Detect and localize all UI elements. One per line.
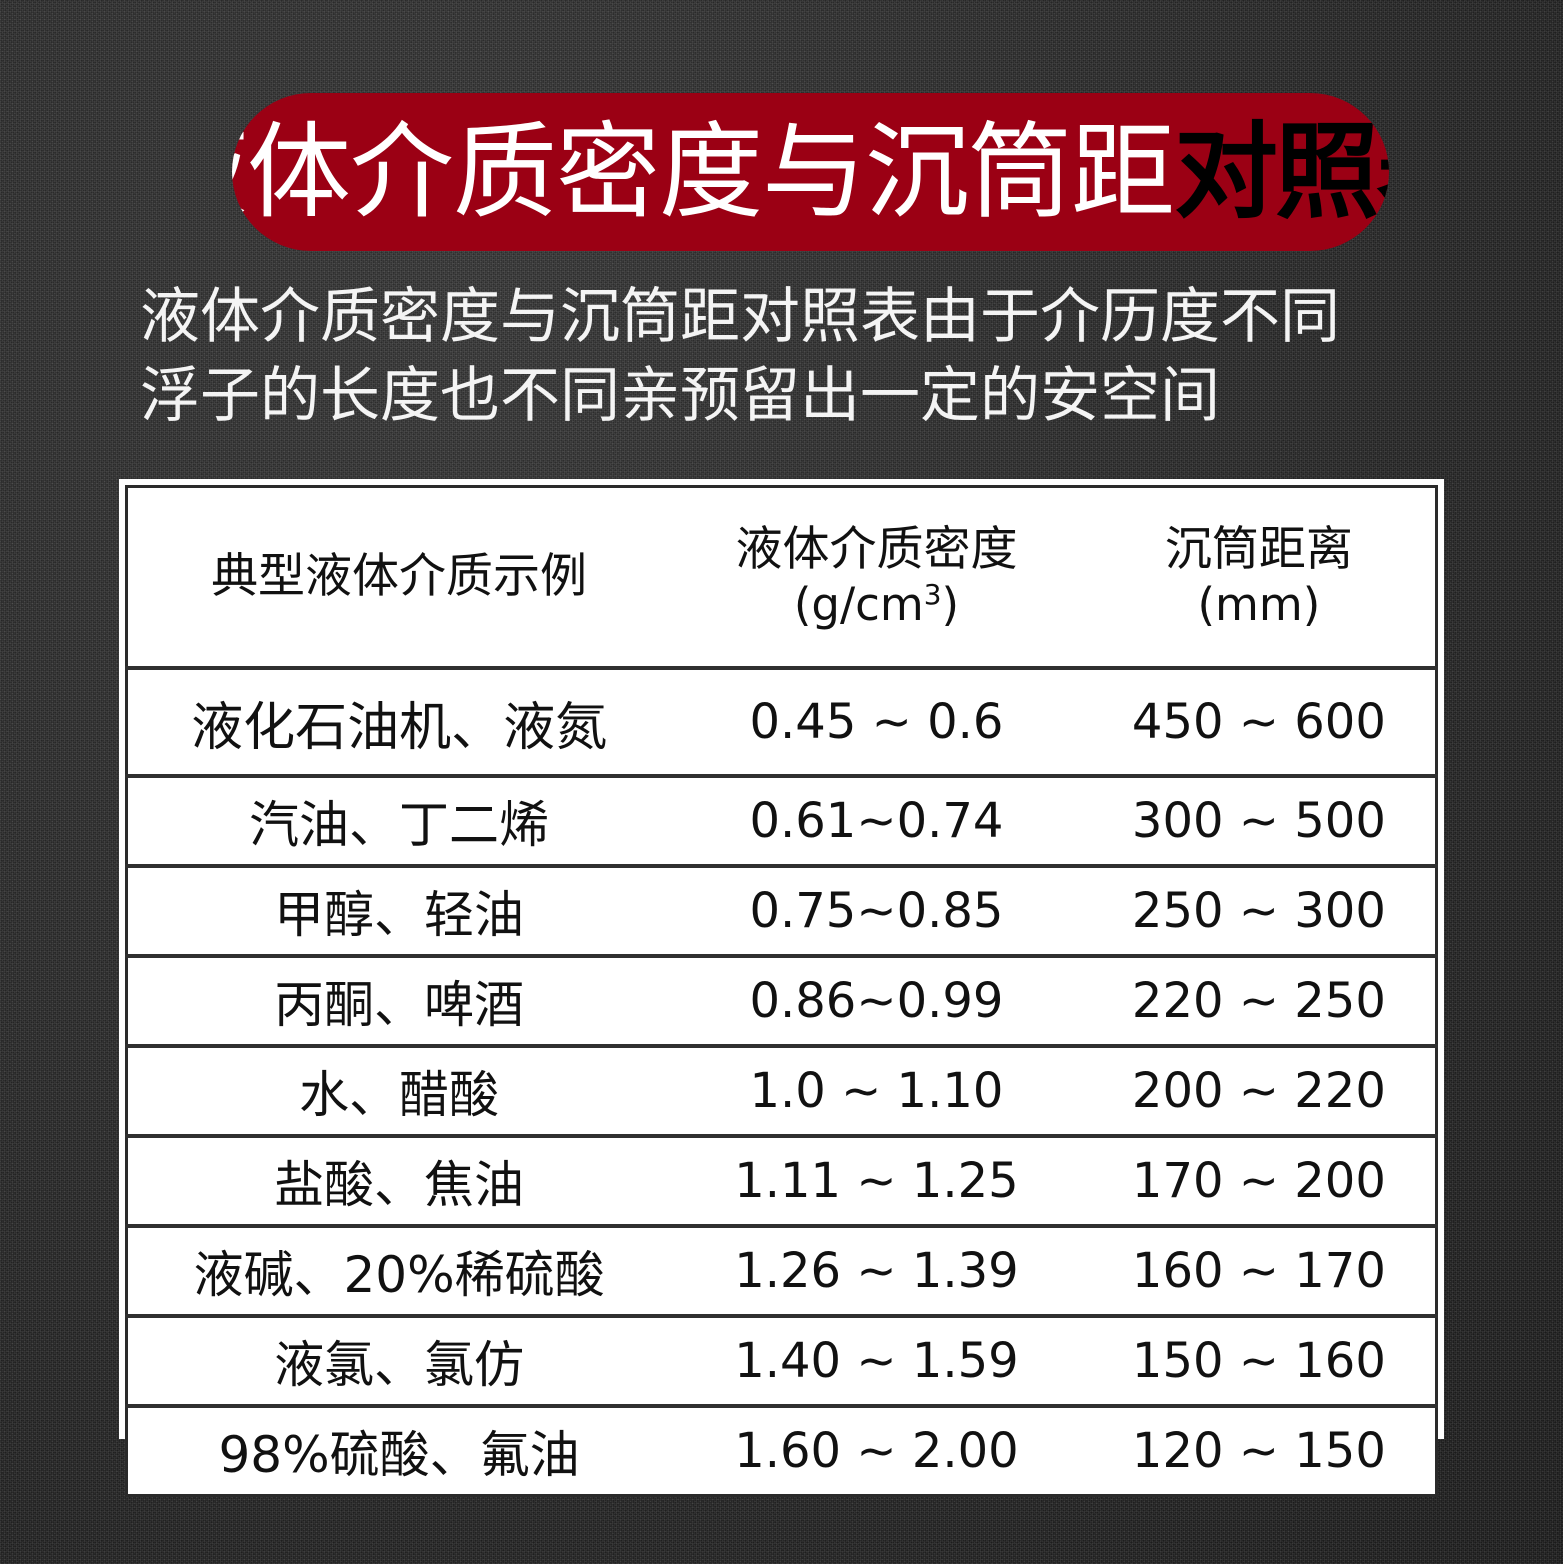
- table-body: 液化石油机、液氮 0.45 ~ 0.6 450 ~ 600 汽油、丁二烯 0.61~0.…: [126, 668, 1437, 1496]
- cell-density: 1.0 ~ 1.10: [670, 1046, 1083, 1138]
- cell-density: 1.26 ~ 1.39: [670, 1226, 1083, 1318]
- cell-density: 1.40 ~ 1.59: [670, 1316, 1083, 1408]
- density-distance-table: 典型液体介质示例 液体介质密度 (g/cm3) 沉筒距离 (mm) 液化石油机、…: [125, 485, 1438, 1497]
- table-row: 液氯、氯仿 1.40 ~ 1.59 150 ~ 160: [126, 1316, 1437, 1408]
- table-row: 丙酮、啤酒 0.86~0.99 220 ~ 250: [126, 956, 1437, 1048]
- cell-distance: 450 ~ 600: [1082, 668, 1437, 778]
- cell-density: 1.11 ~ 1.25: [670, 1136, 1083, 1228]
- table-row: 液碱、20%稀硫酸 1.26 ~ 1.39 160 ~ 170: [126, 1226, 1437, 1318]
- column-header-distance: 沉筒距离 (mm): [1082, 486, 1437, 670]
- table-row: 液化石油机、液氮 0.45 ~ 0.6 450 ~ 600: [126, 668, 1437, 778]
- table-header: 典型液体介质示例 液体介质密度 (g/cm3) 沉筒距离 (mm): [126, 486, 1437, 670]
- title-banner: 液体介质密度与沉筒距对照表: [232, 93, 1389, 251]
- cell-medium: 丙酮、啤酒: [126, 956, 671, 1048]
- cell-medium: 盐酸、焦油: [126, 1136, 671, 1228]
- density-unit-prefix: (g/cm: [793, 578, 924, 632]
- cell-medium: 98%硫酸、氟油: [218, 1426, 580, 1484]
- cell-density: 1.60 ~ 2.00: [734, 1423, 1019, 1479]
- density-unit-suffix: ): [941, 578, 960, 632]
- cell-distance: 160 ~ 170: [1082, 1226, 1437, 1318]
- density-unit-superscript: 3: [923, 578, 942, 612]
- column-header-density: 液体介质密度 (g/cm3): [670, 486, 1083, 670]
- cell-distance: 250 ~ 300: [1082, 866, 1437, 958]
- cell-density: 0.75~0.85: [670, 866, 1083, 958]
- page-title-white-part: 液体介质密度与沉筒距: [232, 111, 1175, 233]
- table-frame: 典型液体介质示例 液体介质密度 (g/cm3) 沉筒距离 (mm) 液化石油机、…: [119, 479, 1444, 1497]
- column-header-density-unit: (g/cm3): [678, 578, 1075, 633]
- cell-distance: 150 ~ 160: [1082, 1316, 1437, 1408]
- cell-distance: 220 ~ 250: [1082, 956, 1437, 1048]
- subtitle-line-1: 液体介质密度与沉筒距对照表由于介历度不同: [140, 282, 1340, 352]
- subtitle-line-2: 浮子的长度也不同亲预留出一定的安空间: [140, 361, 1220, 432]
- cell-medium: 水、醋酸: [126, 1046, 671, 1138]
- cell-medium: 液碱、20%稀硫酸: [126, 1226, 671, 1318]
- cell-distance: 120 ~ 150: [1131, 1423, 1386, 1479]
- table-row: 水、醋酸 1.0 ~ 1.10 200 ~ 220: [126, 1046, 1437, 1138]
- subtitle-paragraph: 液体介质密度与沉筒距对照表由于介历度不同 浮子的长度也不同亲预留出一定的安空间: [140, 278, 1460, 436]
- column-header-density-main: 液体介质密度: [735, 521, 1018, 577]
- table-row: 汽油、丁二烯 0.61~0.74 300 ~ 500: [126, 776, 1437, 868]
- page-title-black-part: 对照表: [1174, 111, 1389, 233]
- table-row: 98%硫酸、氟油 1.60 ~ 2.00 120 ~ 150: [127, 1406, 1437, 1496]
- cell-distance: 170 ~ 200: [1082, 1136, 1437, 1228]
- page-title: 液体介质密度与沉筒距对照表: [232, 120, 1389, 224]
- cell-distance: 300 ~ 500: [1082, 776, 1437, 868]
- cell-medium: 甲醇、轻油: [126, 866, 671, 958]
- table-row: 甲醇、轻油 0.75~0.85 250 ~ 300: [126, 866, 1437, 958]
- cell-medium: 汽油、丁二烯: [126, 776, 671, 868]
- table-header-row: 典型液体介质示例 液体介质密度 (g/cm3) 沉筒距离 (mm): [126, 486, 1437, 670]
- column-header-distance-unit: (mm): [1197, 578, 1321, 632]
- column-header-medium: 典型液体介质示例: [126, 486, 671, 670]
- cell-density: 0.61~0.74: [670, 776, 1083, 868]
- cell-distance: 200 ~ 220: [1082, 1046, 1437, 1138]
- cell-medium: 液氯、氯仿: [126, 1316, 671, 1408]
- cell-density: 0.86~0.99: [670, 956, 1083, 1048]
- cell-density: 0.45 ~ 0.6: [670, 668, 1083, 778]
- cell-medium: 液化石油机、液氮: [126, 668, 671, 778]
- column-header-distance-main: 沉筒距离: [1164, 521, 1353, 577]
- table-row: 盐酸、焦油 1.11 ~ 1.25 170 ~ 200: [126, 1136, 1437, 1228]
